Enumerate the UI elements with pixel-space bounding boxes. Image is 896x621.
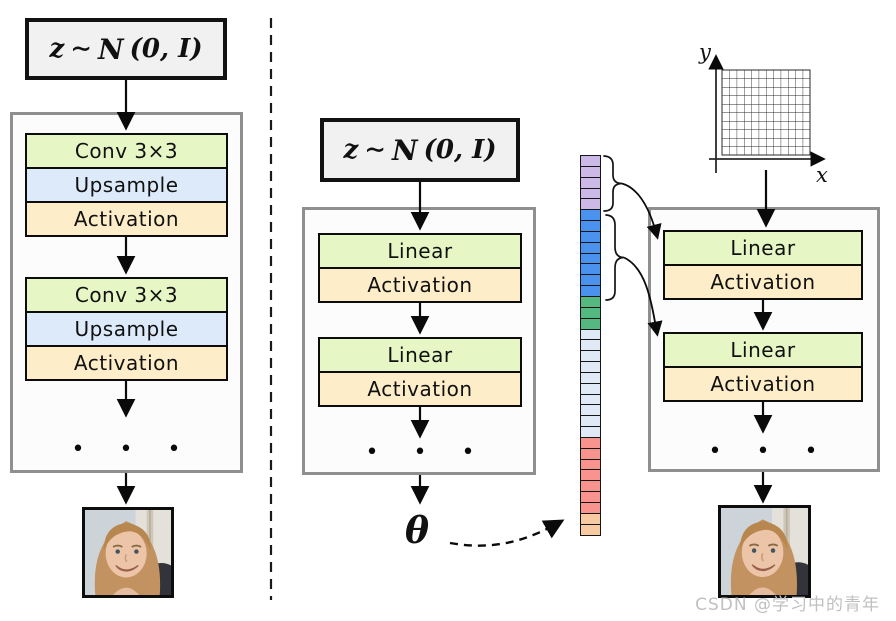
normal-dist-symbol: N	[392, 133, 418, 167]
cnn-stack-2: Conv 3×3 Upsample Activation	[25, 277, 228, 381]
y-axis-label: y	[699, 40, 711, 64]
block-conv-1: Conv 3×3	[25, 133, 228, 169]
block-upsample-1: Upsample	[25, 167, 228, 203]
block-linear-1: Linear	[318, 233, 522, 269]
brace-purple-group	[603, 155, 623, 212]
theta-label: θ	[404, 510, 429, 552]
tilde-operator: ∼	[70, 34, 92, 64]
watermark-text: CSDN @学习中的青年	[695, 595, 880, 615]
block-linear-1: Linear	[663, 230, 863, 266]
inr-stack-1: Linear Activation	[663, 230, 863, 300]
arrow-theta-to-vector	[449, 519, 565, 547]
block-activation-1: Activation	[25, 201, 228, 237]
hyper-stack-2: Linear Activation	[318, 337, 522, 407]
coordinate-grid	[721, 69, 811, 156]
latent-z: z	[49, 34, 65, 64]
parameter-vector	[580, 155, 601, 536]
x-axis-label: x	[816, 163, 828, 187]
block-activation-2: Activation	[318, 371, 522, 407]
latent-z: z	[343, 135, 359, 165]
block-conv-2: Conv 3×3	[25, 277, 228, 313]
dist-args: (0, I)	[129, 34, 203, 64]
normal-dist-symbol: N	[98, 32, 124, 66]
output-face-right	[718, 505, 811, 598]
ellipsis-left: • • •	[71, 437, 195, 462]
latent-box-middle: z ∼ N (0, I)	[320, 118, 520, 182]
block-linear-2: Linear	[663, 332, 863, 368]
cnn-stack-1: Conv 3×3 Upsample Activation	[25, 133, 228, 237]
face-image-right	[721, 508, 808, 595]
block-upsample-2: Upsample	[25, 311, 228, 347]
block-linear-2: Linear	[318, 337, 522, 373]
brace-blue-group	[605, 214, 625, 301]
dist-args: (0, I)	[423, 135, 497, 165]
hyper-stack-1: Linear Activation	[318, 233, 522, 303]
inr-stack-2: Linear Activation	[663, 332, 863, 402]
block-activation-1: Activation	[318, 267, 522, 303]
tilde-operator: ∼	[364, 135, 386, 165]
face-image-left	[85, 510, 171, 595]
block-activation-1: Activation	[663, 264, 863, 300]
block-activation-2: Activation	[663, 366, 863, 402]
ellipsis-middle: • • •	[365, 440, 489, 465]
output-face-left	[82, 507, 174, 598]
vector-cell-peach	[580, 523, 601, 536]
block-activation-2: Activation	[25, 345, 228, 381]
ellipsis-right: • • •	[708, 439, 832, 464]
latent-box-left: z ∼ N (0, I)	[25, 18, 227, 80]
